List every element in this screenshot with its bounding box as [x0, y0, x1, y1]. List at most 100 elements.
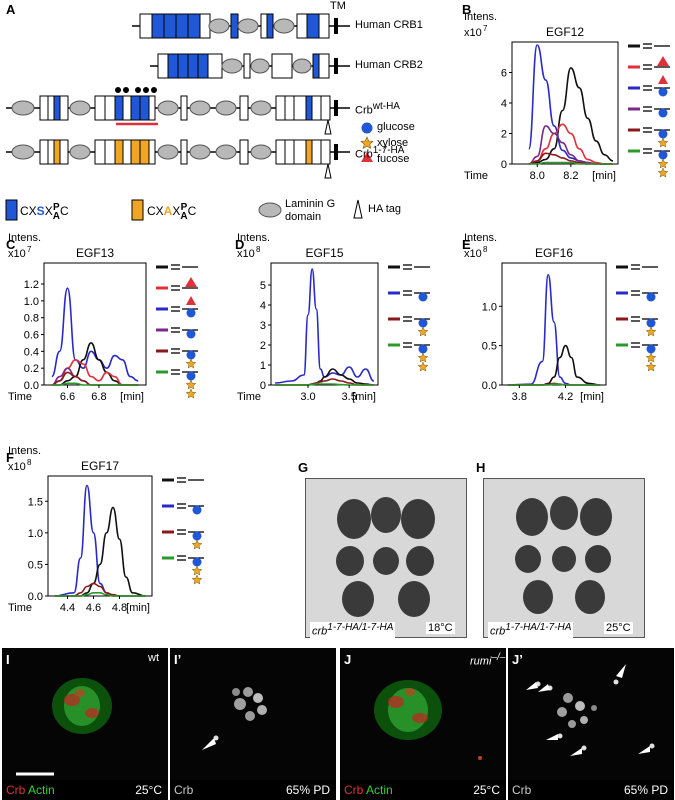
y-tick-label: 1	[260, 360, 266, 372]
glucose-icon	[186, 350, 196, 360]
glucose-icon	[186, 371, 196, 381]
em-h-genotype: crb1-7-HA/1-7-HA	[488, 622, 574, 638]
glycan-legend-row	[162, 477, 204, 483]
glycan-legend-row	[628, 75, 670, 97]
glycan-legend-row	[162, 529, 204, 550]
panel-label-d: D	[235, 237, 245, 252]
xylose-icon	[657, 158, 669, 169]
xylose-icon	[657, 137, 669, 148]
xylose-icon	[191, 565, 203, 576]
chart-title: EGF13	[76, 246, 114, 260]
fucose-icon	[658, 75, 668, 84]
glycan-legend-row	[156, 348, 198, 369]
chart-title: EGF17	[81, 459, 119, 473]
y-tick-label: 2	[260, 340, 266, 352]
series-line-0	[275, 268, 375, 384]
crb-wt-protein	[6, 87, 350, 135]
y-tick-label: 4	[260, 300, 266, 312]
y-tick-label: 0.2	[24, 363, 39, 375]
xylose-icon	[417, 361, 429, 372]
y-exponent-power: 8	[483, 245, 488, 254]
plot-frame	[43, 262, 147, 386]
y-tick-label: 0.5	[28, 559, 43, 571]
y-axis-label: Intens.	[464, 11, 497, 23]
glucose-icon	[418, 318, 428, 328]
fluorescence-j-caption-bar: Crb Actin 25°C	[340, 780, 506, 800]
panel-label-g: G	[298, 460, 309, 475]
em-g-genotype: crb1-7-HA/1-7-HA	[310, 622, 396, 638]
glycan-legend-row	[616, 264, 658, 270]
y-tick-label: 0.6	[24, 330, 39, 342]
glucose-icon	[646, 318, 656, 328]
glycan-legend-row	[388, 264, 430, 270]
x-axis-unit: [min]	[352, 391, 376, 403]
glucose-icon	[192, 531, 202, 541]
chart-title: EGF12	[546, 25, 584, 39]
x-tick-label: 8.2	[563, 170, 578, 182]
y-tick-label: 0.0	[482, 380, 497, 392]
blue-motif-swatch	[5, 199, 18, 221]
glucose-icon	[646, 344, 656, 354]
crb-1-7-protein	[6, 139, 350, 179]
chart-title: EGF15	[305, 246, 343, 260]
glycan-legend-row	[628, 106, 670, 118]
glucose-icon	[646, 292, 656, 302]
series-line-3	[54, 592, 146, 597]
xylose-icon	[191, 574, 203, 585]
glycan-legend-row	[616, 316, 658, 337]
panel-a-domain-diagram	[5, 13, 374, 221]
series-line-5	[528, 161, 613, 165]
panel-label-j: J	[344, 652, 352, 667]
human-crb2-protein	[150, 53, 350, 79]
x-tick-label: 3.5	[342, 391, 357, 403]
glucose-icon	[418, 292, 428, 302]
y-exponent: x10	[8, 248, 26, 260]
glycan-legend-row	[616, 290, 658, 302]
fucose-icon	[657, 56, 669, 66]
plot-frame	[47, 475, 153, 597]
em-g-temp: 18°C	[426, 622, 455, 634]
x-axis-unit: [min]	[592, 170, 616, 182]
glycan-legend-row	[628, 43, 670, 49]
fluorescence-jp: Crb 65% PD	[508, 648, 674, 800]
fucose-icon	[186, 296, 196, 305]
chart-egf-c: 0.0 0.2 0.4 0.6 0.8 1.0 1.2 6.6 6.8 EGF13 Intens. x…	[8, 232, 198, 403]
glycan-legend-row	[388, 316, 430, 337]
glycan-legend-row	[628, 127, 670, 148]
xylose-icon	[417, 352, 429, 363]
y-tick-label: 0.5	[482, 341, 497, 353]
xylose-legend-label: xylose	[377, 137, 409, 149]
ha-tag-label: HA tag	[368, 203, 402, 215]
fluorescence-ip-caption-bar: Crb 65% PD	[170, 780, 336, 800]
glucose-legend-icon	[361, 122, 373, 134]
panel-label-i: I	[6, 652, 10, 667]
panel-label-b: B	[462, 2, 472, 17]
human-crb1-protein	[132, 13, 350, 39]
y-exponent-power: 8	[256, 245, 261, 254]
y-tick-label: 0.4	[24, 346, 39, 358]
y-exponent: x10	[464, 248, 482, 260]
y-tick-label: 4	[501, 98, 507, 110]
glucose-icon	[186, 308, 196, 318]
x-tick-label: 3.8	[512, 391, 527, 403]
glycan-legend-row	[156, 327, 198, 339]
crb-wt-label: Crbwt-HA	[355, 101, 400, 117]
x-tick-label: 4.4	[60, 602, 75, 614]
panel-label-jp: J’	[512, 652, 523, 667]
x-axis-unit: [min]	[580, 391, 604, 403]
x-tick-label: 8.0	[530, 170, 545, 182]
ha-tag-icon	[353, 199, 363, 219]
y-exponent-power: 7	[27, 245, 32, 254]
plot-frame	[270, 262, 379, 386]
em-h-temp: 25°C	[604, 622, 633, 634]
glucose-legend-label: glucose	[377, 121, 415, 133]
y-tick-label: 1.0	[482, 301, 497, 313]
fluorescence-jp-caption-bar: Crb 65% PD	[508, 780, 674, 800]
glucose-icon	[658, 87, 668, 97]
y-tick-label: 6	[501, 68, 507, 80]
chart-egf-e: 0.0 0.5 1.0 3.8 4.2 EGF16 Intens. x10 8 [min]	[464, 232, 658, 403]
x-axis-label: Time	[8, 391, 32, 403]
panel-label-c: C	[6, 237, 16, 252]
fluorescence-i: Crb Actin 25°C	[2, 648, 168, 800]
glycan-legend-row	[616, 342, 658, 372]
